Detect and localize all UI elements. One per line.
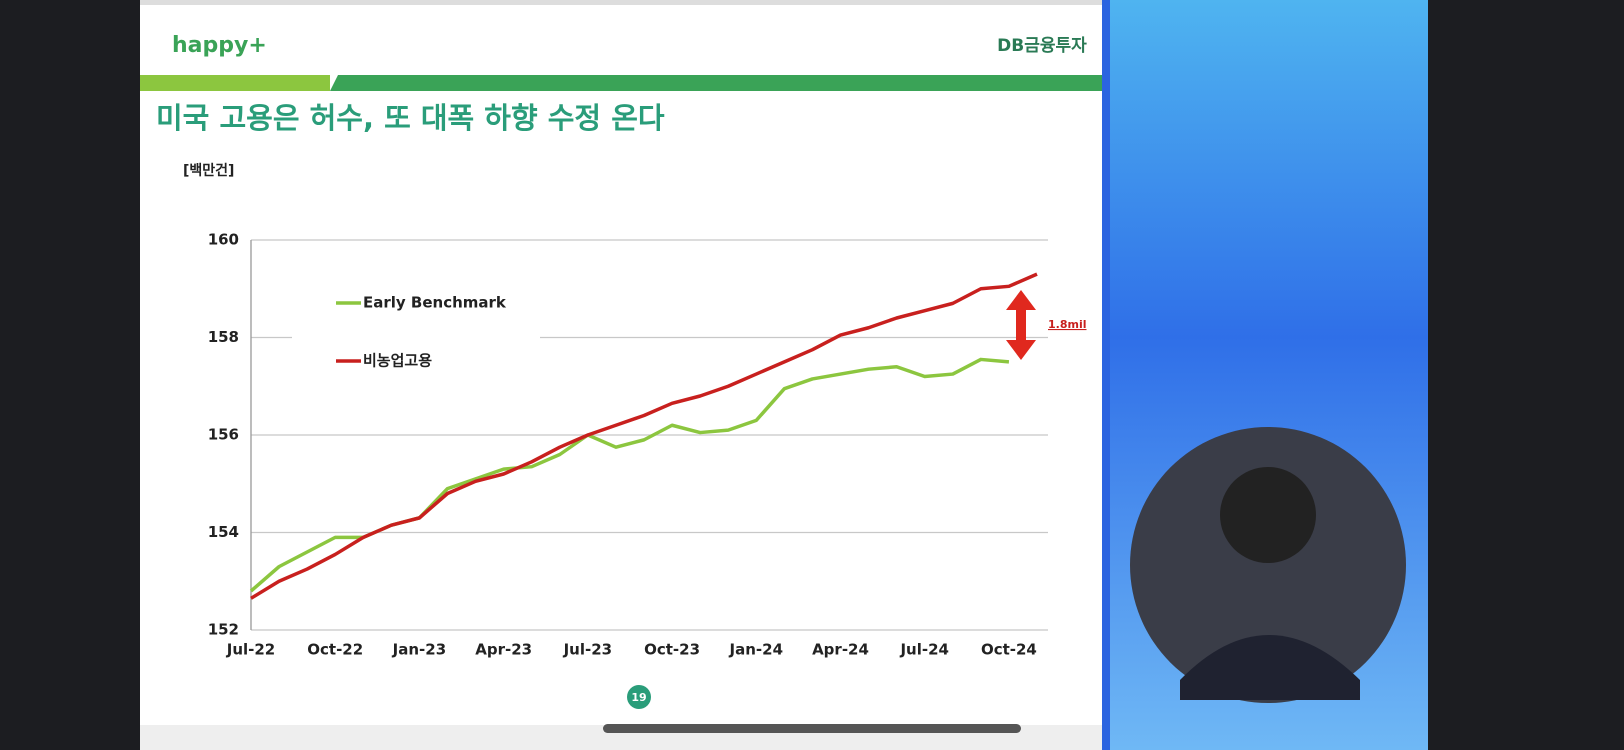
slide-title: 미국 고용은 허수, 또 대폭 하향 수정 온다: [156, 101, 665, 135]
x-tick-label: Oct-22: [307, 641, 363, 659]
x-tick-label: Jul-23: [563, 641, 613, 659]
x-tick-label: Jul-22: [226, 641, 276, 659]
y-tick-label: 156: [208, 426, 239, 444]
webcam: [1130, 427, 1406, 703]
x-tick-label: Jan-23: [392, 641, 446, 659]
logo-right: DB금융투자: [997, 36, 1087, 56]
y-tick-label: 158: [208, 328, 239, 346]
slide-edge: [140, 0, 1102, 5]
logo-left: happy+: [172, 33, 267, 58]
person-body: [1180, 635, 1360, 700]
home-indicator: [603, 724, 1021, 733]
person-head: [1220, 467, 1316, 563]
x-tick-label: Oct-23: [644, 641, 700, 659]
gap-arrow: [1006, 290, 1036, 360]
legend-label: 비농업고용: [363, 352, 432, 370]
y-tick-label: 154: [208, 523, 239, 541]
legend-label: Early Benchmark: [363, 294, 507, 312]
annotation: 1.8mil: [1048, 318, 1087, 331]
series-line: [250, 272, 1038, 600]
panel-border: [1102, 0, 1110, 750]
y-axis-unit: [백만건]: [183, 162, 234, 179]
page-number: 19: [631, 691, 646, 704]
header-bar: [330, 75, 1102, 91]
header-bar-light: [140, 75, 330, 91]
page-badge: [627, 685, 651, 709]
legend-bg: [292, 280, 540, 385]
x-tick-label: Oct-24: [981, 641, 1037, 659]
x-tick-label: Apr-24: [812, 641, 869, 659]
x-tick-label: Jul-24: [899, 641, 949, 659]
y-tick-label: 160: [208, 231, 239, 249]
x-tick-label: Jan-24: [729, 641, 783, 659]
x-tick-label: Apr-23: [475, 641, 532, 659]
y-tick-label: 152: [208, 621, 239, 639]
